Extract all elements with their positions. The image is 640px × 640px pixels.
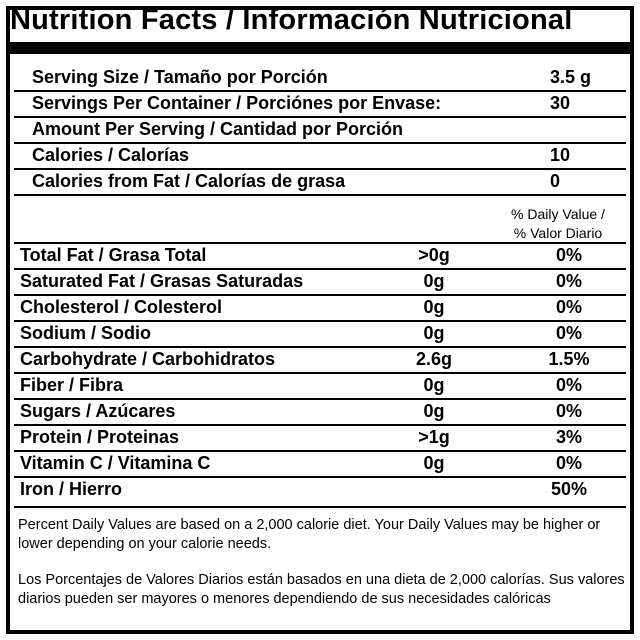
amount-per-serving-row: Amount Per Serving / Cantidad por Porció… (14, 118, 626, 144)
nutrient-daily-value: 3% (555, 427, 582, 447)
nutrient-label: Saturated Fat / Grasas Saturadas (20, 271, 304, 291)
nutrient-row: Protein / Proteinas >1g 3% (14, 426, 626, 452)
nutrient-amount: 0g (423, 375, 445, 395)
nutrient-label: Carbohydrate / Carbohidratos (20, 349, 276, 369)
nutrient-label: Vitamin C / Vitamina C (20, 453, 211, 473)
nutrient-amount: >1g (418, 427, 450, 447)
nutrient-amount: >0g (418, 245, 450, 265)
row-label: Calories from Fat / Calorías de grasa (32, 171, 346, 191)
nutrient-daily-value: 0% (555, 245, 582, 265)
nutrient-daily-value: 0% (555, 323, 582, 343)
nutrient-label: Sugars / Azúcares (20, 401, 176, 421)
footnote-spanish: Los Porcentajes de Valores Diarios están… (18, 572, 625, 607)
nutrient-daily-value: 50% (550, 479, 588, 499)
nutrient-amount: 0g (423, 297, 445, 317)
nutrient-daily-value: 0% (555, 401, 582, 421)
footnote-english: Percent Daily Values are based on a 2,00… (18, 517, 601, 552)
nutrition-label (6, 6, 634, 634)
row-label: Calories / Calorías (32, 145, 190, 165)
nutrient-amount: 0g (423, 453, 445, 473)
row-label: Amount Per Serving / Cantidad por Porció… (32, 119, 404, 139)
label-title: Nutrition Facts / Información Nutriciona… (10, 4, 573, 36)
nutrient-row: Sodium / Sodio 0g 0% (14, 322, 626, 348)
row-value: 3.5 g (550, 67, 592, 87)
nutrient-row: Total Fat / Grasa Total >0g 0% (14, 244, 626, 270)
nutrient-row: Carbohydrate / Carbohidratos 2.6g 1.5% (14, 348, 626, 374)
row-value: 10 (550, 145, 571, 165)
daily-value-header-line2: % Valor Diario (513, 225, 603, 241)
nutrient-label: Fiber / Fibra (20, 375, 124, 395)
nutrient-amount: 2.6g (415, 349, 453, 369)
nutrient-daily-value: 1.5% (548, 349, 590, 369)
nutrient-daily-value: 0% (555, 297, 582, 317)
serving-size-row: Serving Size / Tamaño por Porción 3.5 g (14, 66, 626, 92)
nutrient-row: Iron / Hierro 50% (14, 478, 626, 508)
daily-value-header: % Daily Value / % Valor Diario (488, 205, 628, 243)
nutrient-row: Cholesterol / Colesterol 0g 0% (14, 296, 626, 322)
nutrient-label: Sodium / Sodio (20, 323, 151, 343)
nutrient-label: Cholesterol / Colesterol (20, 297, 223, 317)
row-value: 0 (550, 171, 561, 191)
nutrient-amount: 0g (423, 401, 445, 421)
nutrient-row: Vitamin C / Vitamina C 0g 0% (14, 452, 626, 478)
row-value: 30 (550, 93, 571, 113)
row-label: Servings Per Container / Porciónes por E… (32, 93, 442, 113)
daily-value-header-line1: % Daily Value / (511, 206, 605, 222)
nutrient-daily-value: 0% (555, 453, 582, 473)
daily-value-header-divider (14, 218, 626, 244)
servings-per-container-row: Servings Per Container / Porciónes por E… (14, 92, 626, 118)
nutrient-row: Sugars / Azúcares 0g 0% (14, 400, 626, 426)
nutrient-label: Total Fat / Grasa Total (20, 245, 207, 265)
calories-from-fat-row: Calories from Fat / Calorías de grasa 0 (14, 170, 626, 196)
calories-row: Calories / Calorías 10 (14, 144, 626, 170)
row-label: Serving Size / Tamaño por Porción (32, 67, 328, 87)
nutrient-row: Saturated Fat / Grasas Saturadas 0g 0% (14, 270, 626, 296)
nutrient-label: Protein / Proteinas (20, 427, 180, 447)
thick-divider (6, 42, 634, 54)
nutrient-daily-value: 0% (555, 271, 582, 291)
nutrient-amount: 0g (423, 323, 445, 343)
nutrient-label: Iron / Hierro (20, 479, 123, 499)
nutrient-row: Fiber / Fibra 0g 0% (14, 374, 626, 400)
nutrient-daily-value: 0% (555, 375, 582, 395)
nutrient-amount: 0g (423, 271, 445, 291)
